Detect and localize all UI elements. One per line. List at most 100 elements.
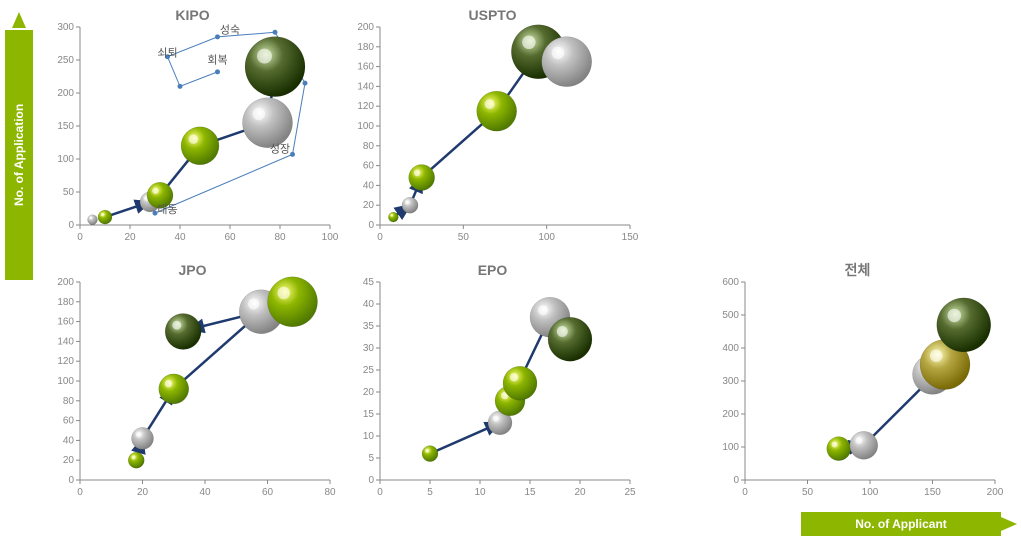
bubble: [243, 98, 293, 148]
svg-text:60: 60: [262, 487, 274, 498]
bubble: [503, 366, 537, 400]
svg-text:180: 180: [357, 42, 374, 53]
svg-text:200: 200: [987, 487, 1004, 498]
bubble: [937, 298, 991, 352]
chart-panel-epo: EPO0510152025051015202530354045: [345, 260, 640, 505]
svg-text:120: 120: [57, 356, 74, 367]
svg-text:40: 40: [199, 487, 211, 498]
svg-text:10: 10: [474, 487, 486, 498]
svg-text:250: 250: [57, 55, 74, 66]
y-axis-label: No. of Application: [5, 30, 33, 280]
svg-text:5: 5: [368, 453, 374, 464]
bubble: [827, 437, 851, 461]
bubble: [128, 452, 144, 468]
svg-text:80: 80: [274, 232, 286, 243]
bubble: [132, 427, 154, 449]
svg-text:30: 30: [363, 343, 375, 354]
chart-title: USPTO: [469, 7, 517, 23]
svg-text:100: 100: [322, 232, 339, 243]
chart-title: KIPO: [175, 7, 209, 23]
svg-text:200: 200: [722, 409, 739, 420]
bubble: [548, 317, 592, 361]
svg-text:200: 200: [57, 88, 74, 99]
svg-text:20: 20: [363, 387, 375, 398]
svg-text:0: 0: [377, 232, 383, 243]
chart-panel-kipo: KIPO020406080100050100150200250300성숙쇠퇴회복…: [45, 5, 340, 250]
svg-text:100: 100: [357, 121, 374, 132]
svg-text:40: 40: [63, 435, 75, 446]
svg-text:50: 50: [802, 487, 814, 498]
svg-text:180: 180: [57, 297, 74, 308]
chart-jpo: JPO020406080020406080100120140160180200: [45, 260, 340, 505]
x-axis-label: No. of Applicant: [801, 512, 1001, 536]
svg-text:200: 200: [57, 277, 74, 288]
annotation: 태동: [157, 203, 177, 216]
svg-text:15: 15: [524, 487, 536, 498]
bubble: [165, 314, 201, 350]
bubble: [245, 37, 305, 97]
svg-text:20: 20: [124, 232, 136, 243]
svg-text:60: 60: [363, 161, 375, 172]
svg-text:20: 20: [574, 487, 586, 498]
svg-text:20: 20: [363, 200, 375, 211]
svg-text:35: 35: [363, 321, 375, 332]
svg-text:160: 160: [57, 317, 74, 328]
bubble: [409, 164, 435, 190]
annotation: 쇠퇴: [157, 47, 177, 60]
svg-text:5: 5: [427, 487, 433, 498]
svg-text:0: 0: [77, 487, 83, 498]
chart-panel-jpo: JPO020406080020406080100120140160180200: [45, 260, 340, 505]
svg-text:50: 50: [458, 232, 470, 243]
svg-text:600: 600: [722, 277, 739, 288]
svg-text:10: 10: [363, 431, 375, 442]
annotation: 성숙: [220, 24, 240, 37]
svg-text:120: 120: [357, 101, 374, 112]
bubble: [98, 210, 112, 224]
svg-text:80: 80: [363, 141, 375, 152]
y-axis-arrow: [12, 12, 26, 28]
svg-text:160: 160: [357, 62, 374, 73]
svg-text:15: 15: [363, 409, 375, 420]
svg-text:300: 300: [722, 376, 739, 387]
svg-text:0: 0: [742, 487, 748, 498]
bubble: [542, 37, 592, 87]
bubble: [850, 431, 878, 459]
bubble: [268, 277, 318, 327]
svg-text:500: 500: [722, 310, 739, 321]
svg-text:25: 25: [624, 487, 636, 498]
svg-text:0: 0: [77, 232, 83, 243]
svg-text:20: 20: [137, 487, 149, 498]
chart-total: 전체0501001502000100200300400500600: [710, 260, 1005, 505]
svg-text:150: 150: [622, 232, 639, 243]
svg-text:0: 0: [368, 475, 374, 486]
chart-uspto: USPTO05010015002040608010012014016018020…: [345, 5, 640, 250]
svg-text:40: 40: [174, 232, 186, 243]
bubble: [388, 212, 398, 222]
svg-text:200: 200: [357, 22, 374, 33]
svg-text:100: 100: [538, 232, 555, 243]
annotation: 성장: [270, 142, 290, 155]
svg-text:45: 45: [363, 277, 375, 288]
bubble: [477, 91, 517, 131]
svg-text:20: 20: [63, 455, 75, 466]
svg-text:25: 25: [363, 365, 375, 376]
svg-text:100: 100: [862, 487, 879, 498]
svg-text:80: 80: [324, 487, 336, 498]
svg-text:100: 100: [57, 154, 74, 165]
svg-text:40: 40: [363, 180, 375, 191]
x-axis-arrow: [1001, 517, 1017, 531]
svg-text:0: 0: [733, 475, 739, 486]
bubble: [88, 215, 98, 225]
svg-text:140: 140: [357, 81, 374, 92]
charts-container: KIPO020406080100050100150200250300성숙쇠퇴회복…: [45, 5, 1016, 506]
bubble: [422, 446, 438, 462]
svg-text:100: 100: [57, 376, 74, 387]
svg-text:300: 300: [57, 22, 74, 33]
bubble: [181, 127, 219, 165]
bubble: [159, 374, 189, 404]
chart-panel-total: 전체0501001502000100200300400500600: [710, 260, 1005, 505]
chart-title: EPO: [478, 262, 508, 278]
svg-text:400: 400: [722, 343, 739, 354]
svg-text:0: 0: [68, 475, 74, 486]
chart-kipo: KIPO020406080100050100150200250300성숙쇠퇴회복…: [45, 5, 340, 250]
